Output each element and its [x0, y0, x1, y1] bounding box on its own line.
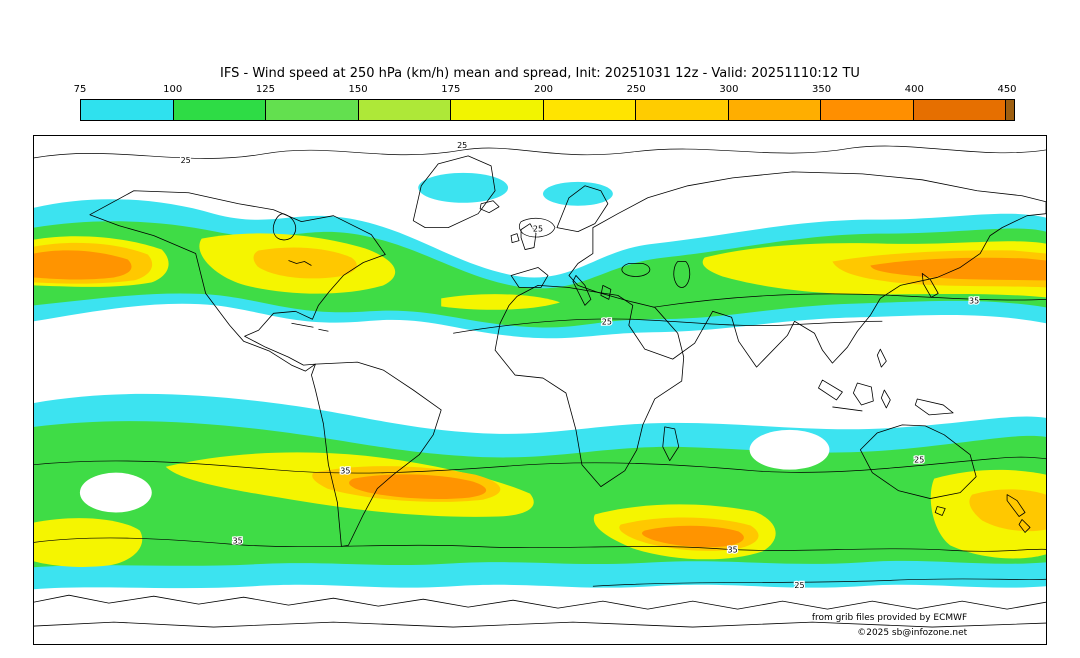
colorbar-segment — [821, 100, 914, 120]
contour-label-25: 25 — [181, 156, 191, 165]
tick-100: 100 — [163, 84, 183, 95]
contour-label-35: 35 — [340, 467, 350, 476]
colorbar-legend — [80, 99, 1015, 121]
coast-borneo — [852, 382, 874, 406]
south-orange-indian — [642, 525, 744, 548]
credits: from grib files provided by ECMWF ©2025 … — [812, 613, 968, 638]
white-gap — [749, 429, 830, 470]
contour-label-25: 25 — [794, 581, 804, 590]
coast-scandinavia — [556, 185, 609, 233]
north-gold-namerica — [253, 247, 357, 279]
coast-sulawesi — [880, 389, 891, 409]
coast-new-guinea — [914, 398, 954, 416]
colorbar-segment — [266, 100, 359, 120]
jet-stream-fill-layer — [34, 172, 1046, 590]
credit-source-text: from grib files provided by ECMWF — [812, 613, 967, 623]
spread-contour — [34, 456, 1046, 474]
coast-south-america — [311, 361, 442, 547]
contour-label-25: 25 — [457, 141, 467, 150]
south-yellow-left — [34, 518, 143, 567]
colorbar-segment — [173, 100, 266, 120]
coast-australia — [859, 424, 977, 499]
coast-north-america — [89, 190, 386, 372]
coast-british-isles — [510, 223, 537, 250]
contour-label-35: 35 — [969, 296, 979, 305]
tick-125: 125 — [255, 84, 275, 95]
coast-caribbean — [291, 322, 329, 332]
tick-350: 350 — [812, 84, 832, 95]
chart-title: IFS - Wind speed at 250 hPa (km/h) mean … — [220, 66, 860, 81]
spread-contour — [518, 217, 556, 238]
tick-150: 150 — [348, 84, 368, 95]
north-orange-left — [34, 250, 132, 280]
coast-africa — [494, 285, 685, 488]
tick-250: 250 — [626, 84, 646, 95]
coast-tasmania — [934, 506, 946, 516]
colorbar-segment — [728, 100, 821, 120]
colorbar-segment — [636, 100, 729, 120]
coast-madagascar — [662, 426, 680, 462]
tick-200: 200 — [533, 84, 554, 95]
spread-contour — [453, 318, 883, 334]
colorbar-segment — [358, 100, 451, 120]
credit-copyright-text: ©2025 sb@infozone.net — [857, 628, 967, 638]
contour-label-25: 25 — [602, 317, 612, 326]
north-cyan-patch — [542, 181, 613, 206]
white-gap — [79, 472, 152, 513]
contour-label-35: 35 — [728, 545, 738, 554]
coast-sumatra — [818, 379, 843, 401]
spread-contour — [34, 537, 1046, 552]
spread-contour — [34, 145, 1046, 159]
tick-300: 300 — [719, 84, 739, 95]
coastline-layer — [34, 155, 1046, 628]
spread-contour — [652, 293, 1046, 308]
coast-iceland — [479, 200, 500, 214]
coast-black-sea — [621, 263, 651, 277]
tick-400: 400 — [904, 84, 924, 95]
coast-iberia — [510, 267, 549, 288]
tick-175: 175 — [441, 84, 461, 95]
south-gold-pacific — [969, 489, 1046, 532]
coast-hudson-bay — [272, 213, 297, 241]
colorbar-segment — [543, 100, 636, 120]
spread-contour — [592, 578, 1046, 587]
north-cyan-patch — [418, 172, 509, 203]
coast-java — [832, 406, 863, 412]
coast-japan — [921, 273, 939, 298]
coast-antarctica-inner — [34, 621, 1046, 628]
world-map-panel: 25 25 25 25 35 25 35 35 35 25 from grib … — [33, 135, 1047, 645]
contour-label-35: 35 — [233, 536, 243, 545]
tick-75: 75 — [73, 84, 87, 95]
tick-450: 450 — [997, 84, 1017, 95]
north-orange-asia — [870, 257, 1046, 281]
colorbar-tick-labels: 75 100 125 150 175 200 250 300 350 400 4… — [74, 84, 1017, 96]
coast-new-zealand — [1006, 494, 1031, 533]
spread-contour-layer: 25 25 25 25 35 25 35 35 35 25 — [34, 140, 1046, 591]
colorbar-segment-end — [1006, 100, 1014, 120]
coast-caspian-sea — [673, 261, 691, 288]
coast-philippines — [876, 348, 887, 368]
colorbar-segment — [451, 100, 544, 120]
coast-greenland — [412, 155, 496, 229]
contour-label-25: 25 — [914, 456, 924, 465]
coast-great-lakes — [288, 260, 312, 266]
south-orange-samerica — [349, 474, 487, 499]
colorbar-segment — [913, 100, 1006, 120]
coast-eurasia — [568, 171, 1046, 368]
wind-speed-map: 25 25 25 25 35 25 35 35 35 25 from grib … — [34, 140, 1046, 638]
coast-antarctica — [34, 594, 1046, 610]
contour-label-25: 25 — [533, 225, 543, 234]
coast-italy — [572, 275, 592, 306]
colorbar-segment — [81, 100, 174, 120]
coast-greece — [600, 285, 612, 300]
north-yellow-sliver-atlantic — [441, 294, 560, 310]
